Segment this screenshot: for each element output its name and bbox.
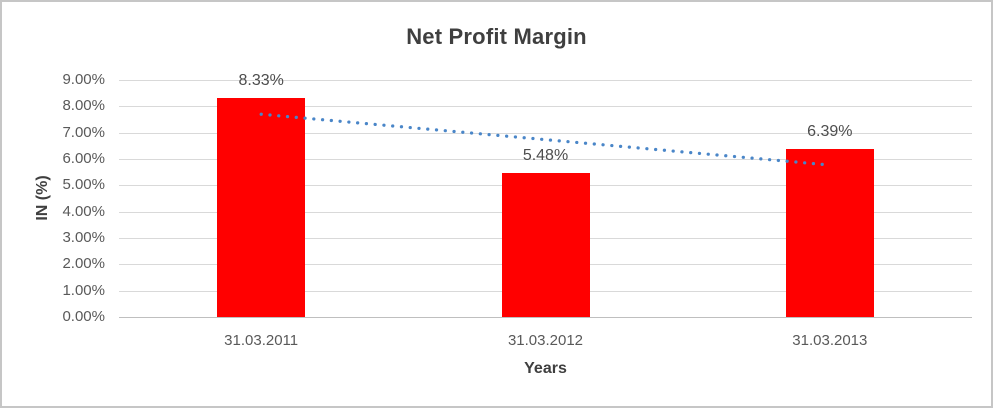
x-axis-title: Years (524, 360, 567, 377)
x-axis-line (119, 317, 972, 318)
data-label: 5.48% (522, 146, 569, 164)
y-tick-label: 1.00% (62, 281, 105, 299)
y-tick-label: 0.00% (62, 308, 105, 325)
y-tick-label: 2.00% (62, 255, 105, 273)
data-label: 6.39% (807, 122, 853, 140)
y-tick-label: 8.00% (62, 97, 105, 115)
bar-31.03.2012 (501, 172, 590, 317)
y-tick-label: 5.00% (62, 176, 105, 194)
y-tick-label: 4.00% (62, 202, 105, 220)
y-tick-label: 3.00% (62, 229, 105, 246)
x-category-label: 31.03.2012 (507, 332, 584, 349)
y-tick-label: 6.00% (62, 150, 105, 167)
y-tick-label: 7.00% (62, 123, 105, 141)
x-category-label: 31.03.2011 (224, 332, 299, 349)
bar-31.03.2013 (785, 148, 874, 317)
y-tick-label: 9.00% (62, 71, 105, 88)
chart-title: Net Profit Margin (406, 24, 587, 49)
gridline (119, 80, 972, 81)
plot-area: 8.33% 5.48% 6.39% (119, 72, 972, 318)
gridline (119, 106, 972, 108)
data-label: 8.33% (238, 71, 284, 89)
bar-31.03.2011 (217, 97, 306, 317)
x-category-label: 31.03.2013 (792, 332, 868, 349)
